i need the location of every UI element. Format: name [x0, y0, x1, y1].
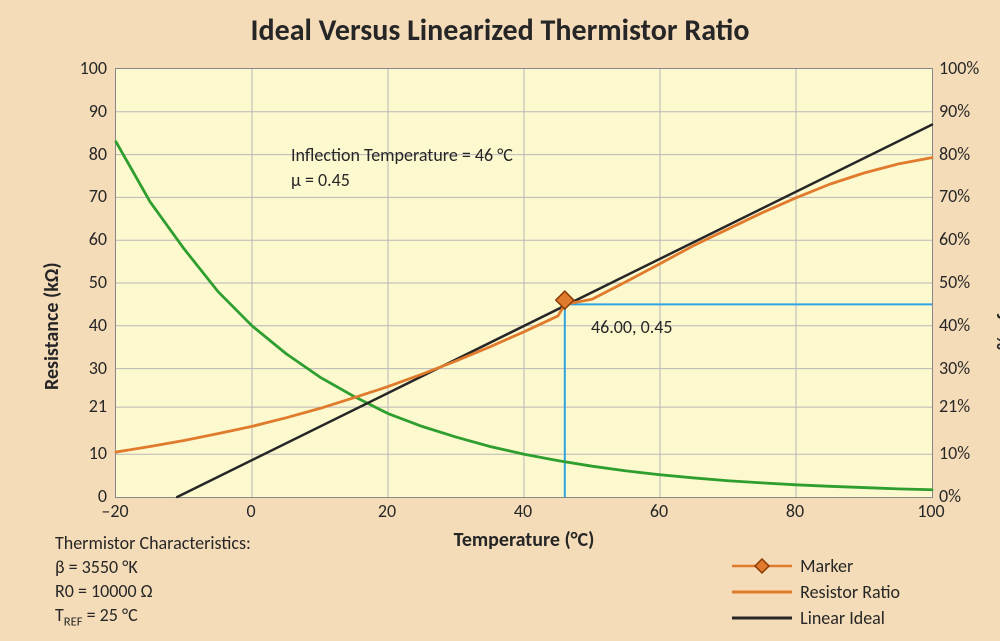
ytick-left: 70 [47, 185, 107, 207]
footnote-beta: β = 3550 °K [55, 555, 251, 579]
footnote-tref: TREF = 25 °C [55, 603, 251, 631]
annotation-inflection-1: Inflection Temperature = 46 °C [291, 144, 513, 166]
ytick-right: 80% [939, 143, 1000, 165]
xtick: 40 [498, 500, 548, 522]
ytick-left: 100 [47, 57, 107, 79]
legend-item-marker: Marker [732, 555, 900, 577]
legend-item-linear-ideal: Linear Ideal [732, 607, 900, 629]
ytick-right: 60% [939, 228, 1000, 250]
footnote-r0: R0 = 10000 Ω [55, 579, 251, 603]
ytick-right: 10% [939, 442, 1000, 464]
footnote: Thermistor Characteristics: β = 3550 °K … [55, 531, 251, 631]
ytick-right: 40% [939, 314, 1000, 336]
plot-area: Inflection Temperature = 46 °C μ = 0.45 … [115, 68, 933, 498]
legend-label-linear-ideal: Linear Ideal [800, 607, 885, 629]
xtick: 0 [226, 500, 276, 522]
chart-container: Ideal Versus Linearized Thermistor Ratio… [0, 0, 1000, 641]
chart-title: Ideal Versus Linearized Thermistor Ratio [0, 12, 1000, 49]
annotation-marker-label: 46.00, 0.45 [591, 316, 673, 338]
xtick: 20 [362, 500, 412, 522]
annotation-inflection-2: μ = 0.45 [291, 169, 350, 191]
ytick-right: 70% [939, 185, 1000, 207]
ytick-right: 21% [939, 395, 1000, 417]
legend-item-resistor-ratio: Resistor Ratio [732, 581, 900, 603]
ytick-right: 30% [939, 357, 1000, 379]
ytick-left: 30 [47, 357, 107, 379]
ytick-right: 100% [939, 57, 1000, 79]
legend-label-marker: Marker [800, 555, 853, 577]
xtick: 80 [770, 500, 820, 522]
ytick-right: 50% [939, 271, 1000, 293]
legend: Marker Resistor Ratio Linear Ideal [732, 551, 900, 633]
ytick-left: 40 [47, 314, 107, 336]
ytick-left: 21 [47, 395, 107, 417]
ytick-left: 60 [47, 228, 107, 250]
xtick: –20 [90, 500, 140, 522]
ytick-right: 90% [939, 100, 1000, 122]
ytick-left: 90 [47, 100, 107, 122]
ytick-left: 50 [47, 271, 107, 293]
xtick: 60 [634, 500, 684, 522]
ytick-left: 10 [47, 442, 107, 464]
footnote-heading: Thermistor Characteristics: [55, 531, 251, 555]
legend-label-resistor-ratio: Resistor Ratio [800, 581, 900, 603]
plot-svg [116, 69, 932, 497]
xtick: 100 [906, 500, 956, 522]
ytick-left: 80 [47, 143, 107, 165]
